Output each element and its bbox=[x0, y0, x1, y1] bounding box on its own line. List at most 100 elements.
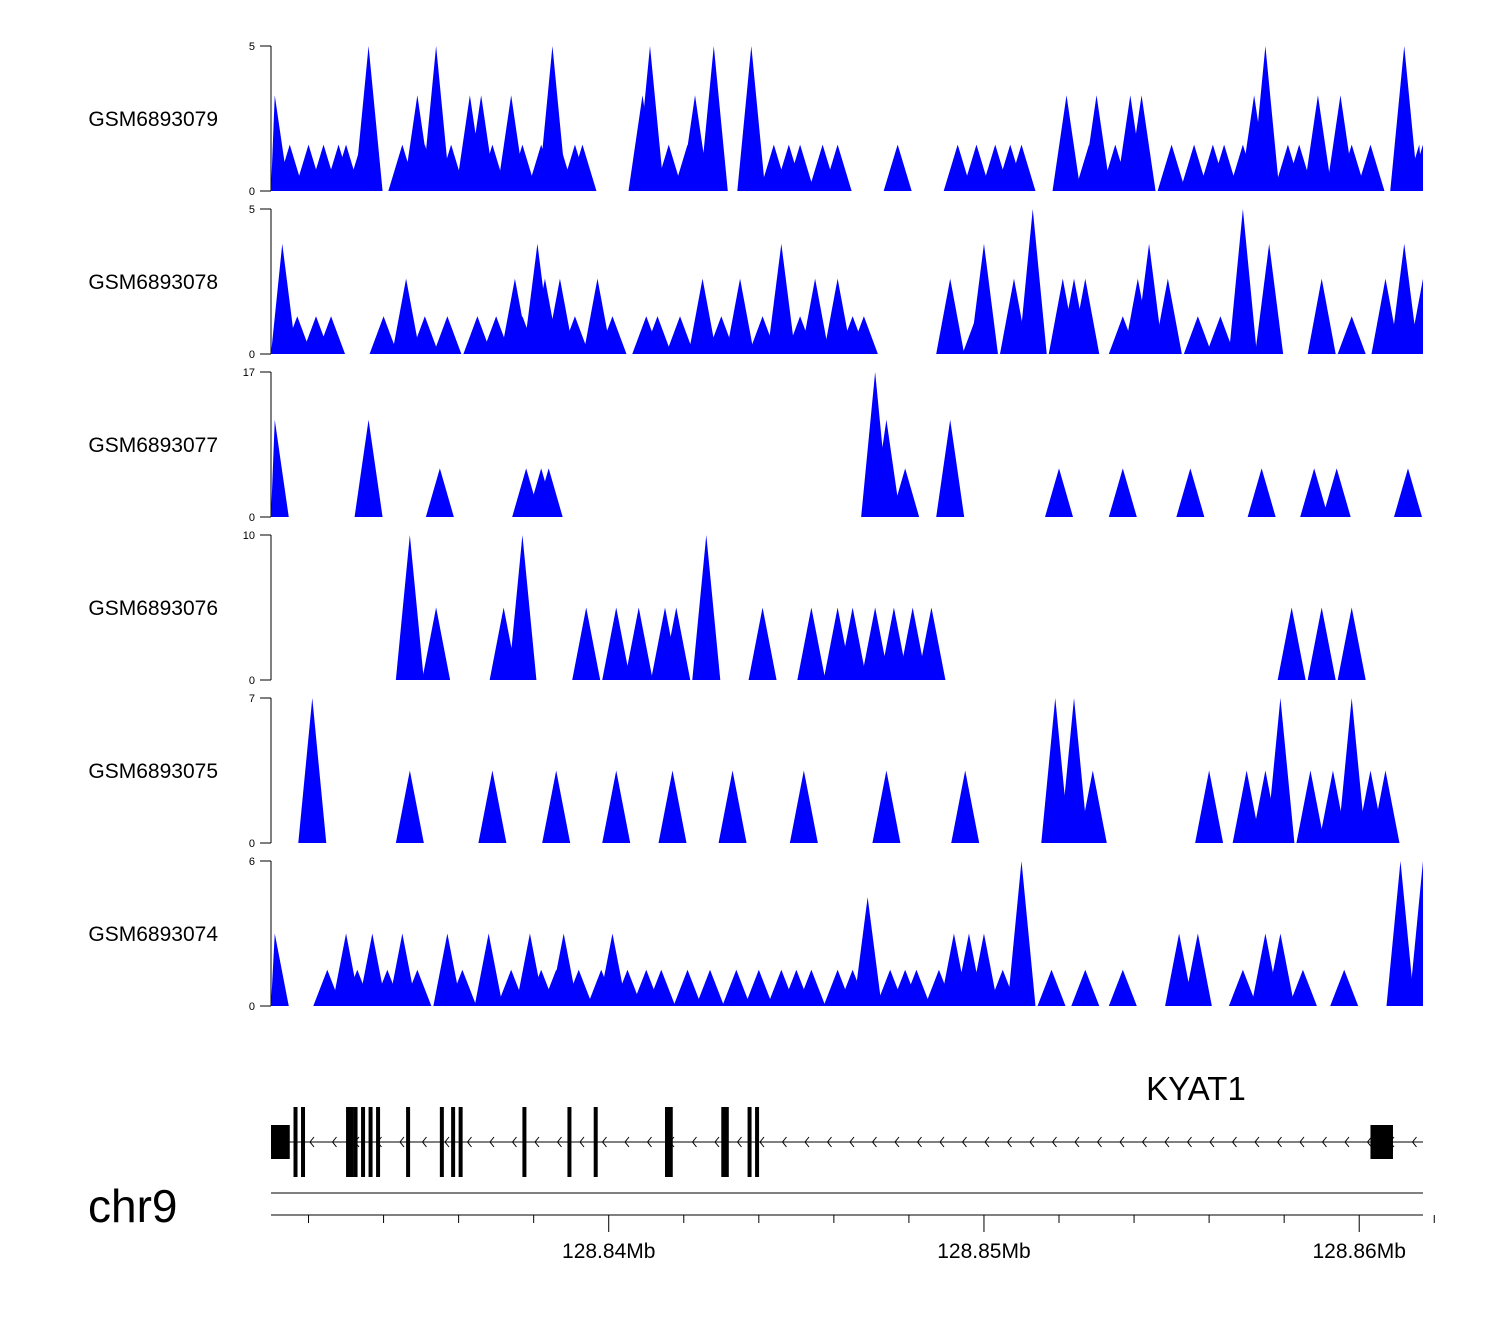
coverage-peak bbox=[1251, 46, 1280, 191]
coverage-peak bbox=[1127, 95, 1156, 191]
coverage-peak bbox=[395, 535, 424, 680]
coverage-peak bbox=[853, 897, 882, 1006]
coverage-peak bbox=[271, 933, 289, 1006]
coverage-peak bbox=[463, 316, 492, 354]
coverage-peak bbox=[962, 144, 991, 191]
coverage-peak bbox=[1060, 698, 1089, 843]
coverage-peak bbox=[969, 243, 998, 354]
coverage-peak bbox=[1337, 316, 1366, 354]
y-tick-label: 5 bbox=[249, 204, 255, 216]
exon bbox=[567, 1107, 572, 1177]
coverage-peak bbox=[849, 316, 878, 354]
exon bbox=[271, 1125, 290, 1159]
exon bbox=[301, 1107, 306, 1177]
strand-arrow bbox=[871, 1136, 877, 1148]
coverage-peak bbox=[1409, 144, 1423, 191]
coverage-peak bbox=[1288, 969, 1317, 1006]
coverage-peak bbox=[1228, 969, 1257, 1006]
coverage-peak bbox=[1303, 95, 1332, 191]
coverage-peak bbox=[635, 46, 664, 191]
strand-arrow bbox=[804, 1136, 810, 1148]
coverage-peak bbox=[797, 607, 826, 680]
coverage-peak bbox=[744, 969, 773, 1006]
track-GSM6893077: GSM6893077 17 0 bbox=[88, 367, 1422, 524]
coverage-peak bbox=[681, 95, 710, 191]
coverage-peak bbox=[917, 607, 946, 680]
track-label: GSM6893074 bbox=[88, 923, 218, 946]
coverage-peak bbox=[797, 969, 826, 1006]
coverage-peak bbox=[1266, 933, 1295, 1006]
coverage-peak bbox=[654, 144, 683, 191]
exon bbox=[376, 1107, 381, 1177]
y-tick-label: 7 bbox=[249, 693, 255, 705]
coverage-peak bbox=[410, 316, 439, 354]
coverage-peak bbox=[358, 933, 387, 1006]
exon bbox=[665, 1107, 670, 1177]
track-GSM6893075: GSM6893075 7 0 bbox=[88, 693, 1400, 850]
coverage-peak bbox=[722, 969, 751, 1006]
strand-arrow bbox=[1209, 1136, 1215, 1148]
strand-arrow bbox=[916, 1136, 922, 1148]
coverage-peak bbox=[696, 969, 725, 1006]
x-tick-label: 128.84Mb bbox=[562, 1240, 655, 1263]
exon bbox=[451, 1107, 456, 1177]
coverage-peak bbox=[1300, 468, 1329, 517]
coverage-peak bbox=[643, 316, 672, 354]
track-GSM6893078: GSM6893078 5 0 bbox=[88, 204, 1423, 361]
strand-arrow bbox=[399, 1136, 405, 1148]
coverage-peak bbox=[1296, 770, 1325, 843]
coverage-peak bbox=[666, 316, 695, 354]
coverage-peak bbox=[422, 607, 451, 680]
strand-arrow bbox=[714, 1136, 720, 1148]
track-label: GSM6893076 bbox=[88, 597, 218, 620]
coverage-peak bbox=[1386, 861, 1415, 1006]
strand-arrow bbox=[759, 1136, 765, 1148]
strand-arrow bbox=[984, 1136, 990, 1148]
strand-arrow bbox=[646, 1136, 652, 1148]
coverage-peak bbox=[1041, 698, 1070, 843]
track-label: GSM6893075 bbox=[88, 760, 218, 783]
coverage-peak bbox=[1409, 861, 1423, 1006]
strand-arrow bbox=[1074, 1136, 1080, 1148]
coverage-peak bbox=[271, 419, 289, 517]
coverage-peak bbox=[1165, 933, 1194, 1006]
strand-arrow bbox=[691, 1136, 697, 1148]
coverage-peak bbox=[1371, 770, 1400, 843]
strand-arrow bbox=[1411, 1136, 1417, 1148]
track-label: GSM6893078 bbox=[88, 271, 218, 294]
coverage-peak bbox=[403, 969, 432, 1006]
strand-arrow bbox=[1366, 1136, 1372, 1148]
coverage-peak bbox=[1307, 607, 1336, 680]
coverage-peak bbox=[801, 278, 830, 354]
coverage-peak bbox=[422, 46, 451, 191]
strand-arrow bbox=[1141, 1136, 1147, 1148]
coverage-peak bbox=[748, 607, 777, 680]
strand-arrow bbox=[961, 1136, 967, 1148]
genome-axis: chr9 128.84Mb 128.85Mb 128.86Mb bbox=[88, 1180, 1435, 1263]
coverage-peak bbox=[688, 278, 717, 354]
coverage-peak bbox=[1078, 770, 1107, 843]
y-tick-label: 0 bbox=[249, 349, 255, 361]
coverage-peak bbox=[598, 933, 627, 1006]
coverage-peak bbox=[936, 419, 965, 517]
coverage-peak bbox=[737, 46, 766, 191]
coverage-peak bbox=[1390, 46, 1419, 191]
coverage-peak bbox=[568, 144, 597, 191]
coverage-peak bbox=[549, 933, 578, 1006]
coverage-peak bbox=[392, 278, 421, 354]
coverage-peak bbox=[1390, 243, 1419, 354]
coverage-peak bbox=[823, 278, 852, 354]
coverage-peak bbox=[861, 607, 890, 680]
strand-arrow bbox=[894, 1136, 900, 1148]
coverage-peak bbox=[879, 607, 908, 680]
coverage-peak bbox=[1356, 144, 1385, 191]
exon bbox=[368, 1107, 373, 1177]
coverage-peak bbox=[271, 243, 297, 354]
coverage-peak bbox=[624, 607, 653, 680]
y-tick-label: 17 bbox=[243, 367, 255, 379]
strand-arrow bbox=[1186, 1136, 1192, 1148]
coverage-peak bbox=[662, 607, 691, 680]
strand-arrow bbox=[331, 1136, 337, 1148]
coverage-tracks: GSM689307950GSM689307850GSM6893077170GSM… bbox=[88, 41, 1423, 1013]
strand-arrow bbox=[1164, 1136, 1170, 1148]
